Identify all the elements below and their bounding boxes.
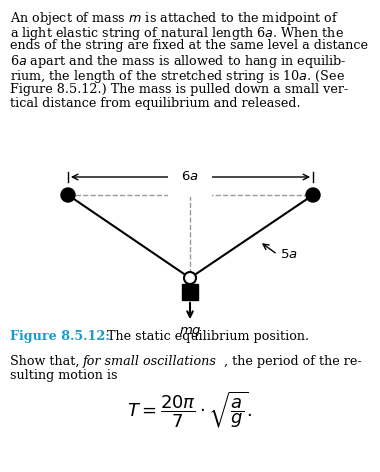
Text: An object of mass $m$ is attached to the midpoint of: An object of mass $m$ is attached to the…: [10, 10, 339, 27]
Text: Figure 8.5.12.) The mass is pulled down a small ver-: Figure 8.5.12.) The mass is pulled down …: [10, 83, 348, 95]
Bar: [182, 284, 198, 300]
Text: a light elastic string of natural length 6$a$. When the: a light elastic string of natural length…: [10, 25, 344, 42]
Text: $5a$: $5a$: [280, 248, 297, 261]
Text: sulting motion is: sulting motion is: [10, 370, 117, 382]
Text: tical distance from equilibrium and released.: tical distance from equilibrium and rele…: [10, 97, 301, 110]
Text: Figure 8.5.12:: Figure 8.5.12:: [10, 330, 110, 343]
Text: $T = \dfrac{20\pi}{7} \cdot \sqrt{\dfrac{a}{g}}.$: $T = \dfrac{20\pi}{7} \cdot \sqrt{\dfrac…: [127, 390, 253, 430]
Text: ends of the string are fixed at the same level a distance: ends of the string are fixed at the same…: [10, 39, 368, 52]
Text: $6a$: $6a$: [181, 170, 199, 184]
Circle shape: [184, 272, 196, 284]
Text: 6$a$ apart and the mass is allowed to hang in equilib-: 6$a$ apart and the mass is allowed to ha…: [10, 53, 347, 70]
Text: rium, the length of the stretched string is 10$a$. (See: rium, the length of the stretched string…: [10, 68, 345, 85]
Circle shape: [306, 188, 320, 202]
Circle shape: [61, 188, 75, 202]
Text: The static equilibrium position.: The static equilibrium position.: [107, 330, 309, 343]
Text: $mg$: $mg$: [179, 325, 201, 339]
Text: , the period of the re-: , the period of the re-: [224, 355, 362, 368]
Text: for small oscillations: for small oscillations: [83, 355, 217, 368]
Text: Show that,: Show that,: [10, 355, 84, 368]
